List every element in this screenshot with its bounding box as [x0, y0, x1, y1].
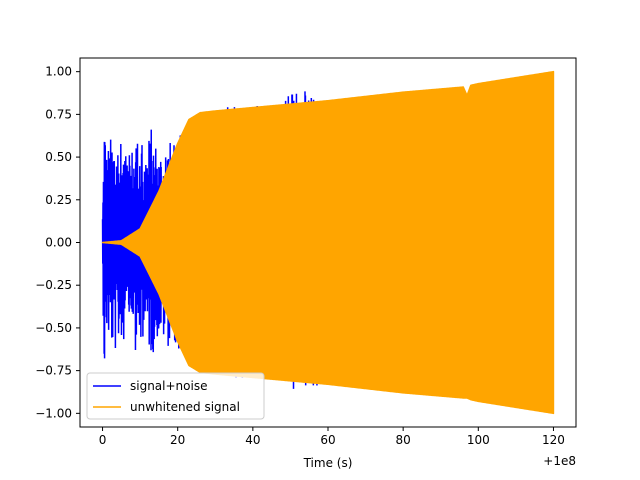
y-tick-label: −0.75 — [35, 364, 72, 378]
x-tick-label: 80 — [396, 433, 411, 447]
x-tick-label: 120 — [542, 433, 565, 447]
y-tick-label: 0.75 — [45, 107, 72, 121]
y-tick-label: 0.25 — [45, 193, 72, 207]
x-tick-label: 20 — [170, 433, 185, 447]
y-tick-label: 0.00 — [45, 236, 72, 250]
y-tick-label: 0.50 — [45, 150, 72, 164]
legend: signal+noise unwhitened signal — [86, 372, 265, 420]
x-axis-offset-label: +1e8 — [543, 454, 576, 468]
legend-label: unwhitened signal — [130, 400, 240, 414]
y-tick-label: −1.00 — [35, 406, 72, 420]
axis-ticks: 0 20 40 60 80 100 120 −1.00 −0.75 −0.50 −0.25 0.00 0… — [35, 65, 565, 447]
x-tick-label: 100 — [467, 433, 490, 447]
x-tick-label: 40 — [245, 433, 260, 447]
y-tick-label: −0.50 — [35, 321, 72, 335]
y-tick-label: 1.00 — [45, 65, 72, 79]
legend-box — [86, 372, 265, 420]
y-tick-label: −0.25 — [35, 278, 72, 292]
x-tick-label: 0 — [99, 433, 107, 447]
x-tick-label: 60 — [320, 433, 335, 447]
legend-label: signal+noise — [130, 379, 207, 393]
x-axis-label: Time (s) — [303, 456, 353, 470]
